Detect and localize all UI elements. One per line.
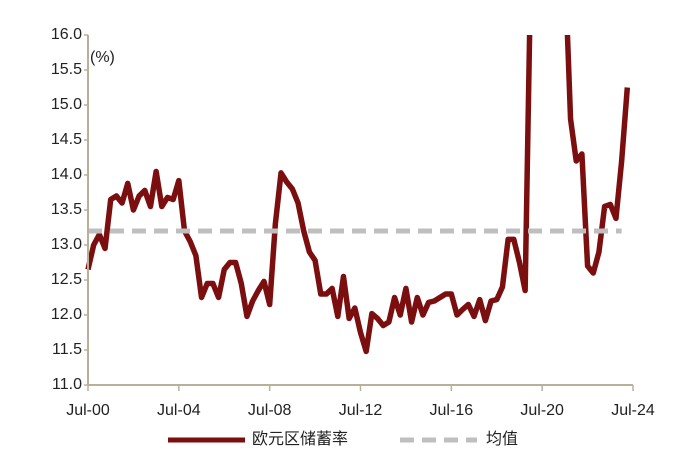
y-tick-label: 16.0 bbox=[51, 26, 82, 43]
y-tick-label: 15.5 bbox=[51, 61, 82, 78]
x-tick-label: Jul-16 bbox=[430, 402, 474, 419]
x-tick-label: Jul-00 bbox=[66, 402, 110, 419]
x-tick-label: Jul-08 bbox=[248, 402, 292, 419]
data-line bbox=[85, 35, 631, 355]
y-tick-label: 15.0 bbox=[51, 96, 82, 113]
y-tick-label: 11.5 bbox=[52, 341, 82, 358]
x-tick-label: Jul-20 bbox=[520, 402, 564, 419]
legend-label: 欧元区储蓄率 bbox=[252, 430, 348, 448]
y-tick-label: 11.0 bbox=[52, 376, 82, 393]
plot-area bbox=[85, 35, 631, 355]
x-tick-label: Jul-24 bbox=[611, 402, 655, 419]
y-tick-label: 14.5 bbox=[51, 131, 82, 148]
y-tick-label: 12.5 bbox=[51, 271, 82, 288]
x-tick-label: Jul-04 bbox=[157, 402, 201, 419]
unit-annotation: (%) bbox=[90, 49, 115, 66]
y-tick-label: 13.0 bbox=[51, 236, 82, 253]
y-tick-label: 13.5 bbox=[51, 201, 82, 218]
y-tick-label: 14.0 bbox=[51, 166, 82, 183]
x-tick-label: Jul-12 bbox=[339, 402, 383, 419]
y-tick-label: 12.0 bbox=[51, 306, 82, 323]
legend-label: 均值 bbox=[486, 430, 518, 448]
